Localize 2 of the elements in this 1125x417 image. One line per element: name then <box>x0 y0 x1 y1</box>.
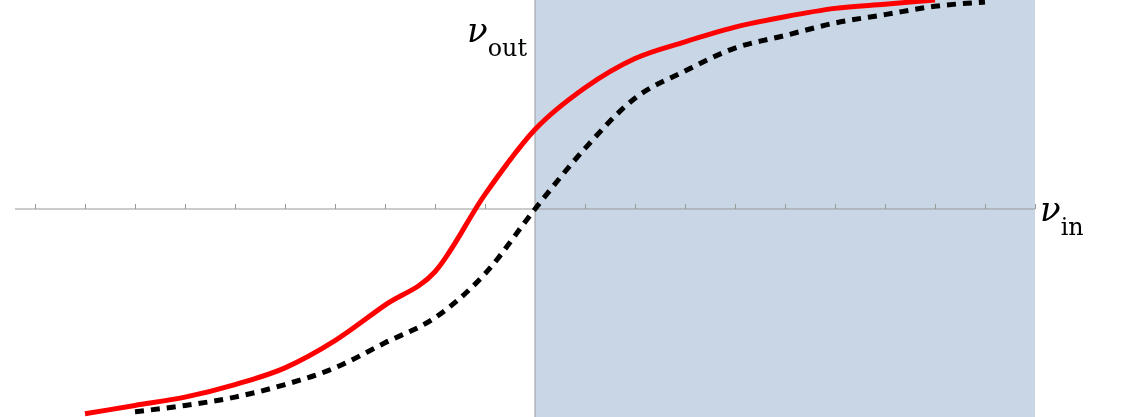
x-axis-title: ν$_{in}$ <box>1040 189 1084 241</box>
y-axis-title: ν$_{out}$ <box>467 10 528 62</box>
